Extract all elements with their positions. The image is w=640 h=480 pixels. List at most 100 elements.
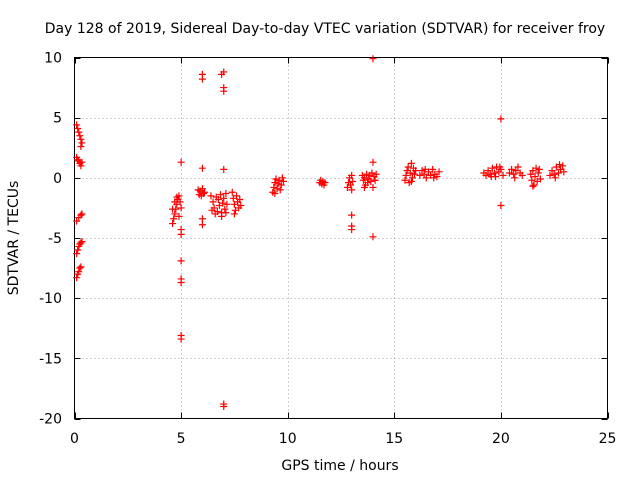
data-point [551, 174, 559, 182]
data-point [77, 162, 85, 170]
data-point [531, 173, 539, 181]
data-point [529, 182, 537, 190]
data-point [530, 181, 538, 189]
data-point [201, 188, 209, 196]
data-point [406, 169, 414, 177]
data-point [429, 165, 437, 173]
data-point [78, 238, 86, 246]
data-point [177, 204, 185, 212]
data-point [221, 205, 229, 213]
data-point [73, 121, 81, 129]
data-point [220, 402, 228, 410]
data-point [177, 230, 185, 238]
data-point [371, 176, 379, 184]
data-point [273, 185, 281, 193]
data-point [222, 209, 230, 217]
data-point [420, 170, 428, 178]
data-point [223, 200, 231, 208]
data-point [77, 263, 85, 271]
y-tick-labels: -20 -15 -10 -5 0 5 10 [39, 51, 62, 428]
data-point [169, 220, 177, 228]
data-point [407, 177, 415, 185]
data-point [208, 206, 216, 214]
data-point [220, 87, 228, 95]
data-point [512, 167, 520, 175]
data-point [559, 162, 567, 170]
data-point [482, 171, 490, 179]
data-point [496, 163, 504, 171]
data-point [484, 167, 492, 175]
data-point [76, 264, 84, 272]
y-tick-label: -15 [39, 351, 62, 367]
data-point [367, 177, 375, 185]
y-tick-label: -5 [48, 231, 62, 247]
data-point [528, 176, 536, 184]
data-point [233, 192, 241, 200]
data-point [364, 179, 372, 187]
data-point [412, 167, 420, 175]
data-point [173, 193, 181, 201]
axis-ticks [74, 57, 609, 420]
data-point [212, 193, 220, 201]
data-point [548, 167, 556, 175]
data-point [497, 115, 505, 123]
data-point [360, 183, 368, 191]
data-point [435, 168, 443, 176]
y-tick-label: -20 [39, 412, 62, 428]
data-point [228, 188, 236, 196]
data-point [422, 174, 430, 182]
x-tick-labels: 0 5 10 15 20 25 [70, 431, 616, 447]
data-point [271, 179, 279, 187]
data-point [237, 202, 245, 210]
data-point [198, 164, 206, 172]
data-point [230, 210, 238, 218]
data-point [198, 215, 206, 223]
data-point [74, 124, 82, 132]
data-point [402, 171, 410, 179]
data-point [219, 199, 227, 207]
data-point [349, 177, 357, 185]
data-point [220, 194, 228, 202]
data-point [401, 176, 409, 184]
data-point [491, 169, 499, 177]
data-point [534, 169, 542, 177]
data-point [348, 186, 356, 194]
y-axis-title: SDTVAR / TECUs [6, 181, 22, 296]
data-point [348, 211, 356, 219]
data-point [271, 189, 279, 197]
data-point [511, 174, 519, 182]
data-point [77, 211, 85, 219]
x-tick-label: 15 [385, 431, 403, 447]
data-point [368, 169, 376, 177]
data-point [560, 168, 568, 176]
data-point [369, 183, 377, 191]
data-point [418, 167, 426, 175]
data-point [177, 279, 185, 287]
data-point [171, 210, 179, 218]
data-point [488, 164, 496, 172]
data-point [536, 175, 544, 183]
data-point [77, 143, 85, 151]
data-point [363, 170, 371, 178]
data-point [505, 169, 513, 177]
x-tick-label: 25 [599, 431, 617, 447]
data-point [177, 158, 185, 166]
data-point [347, 181, 355, 189]
data-point [207, 192, 215, 200]
data-point [416, 171, 424, 179]
data-point [404, 163, 412, 171]
data-point [236, 195, 244, 203]
x-tick-label: 0 [70, 431, 79, 447]
data-point [279, 177, 287, 185]
data-point [222, 189, 230, 197]
data-point [510, 170, 518, 178]
data-point [348, 226, 356, 234]
data-point [535, 165, 543, 173]
data-point [73, 250, 81, 258]
data-point [272, 175, 280, 183]
y-tick-label: -10 [39, 291, 62, 307]
data-point [75, 128, 83, 136]
data-point [77, 135, 85, 143]
data-point [369, 158, 377, 166]
